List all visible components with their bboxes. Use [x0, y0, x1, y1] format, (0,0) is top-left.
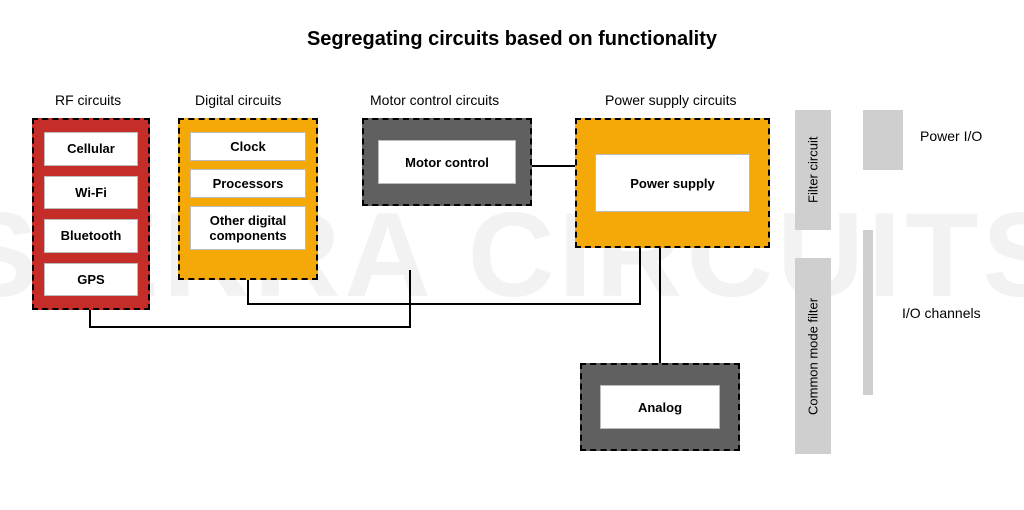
digital-item: Processors: [190, 169, 306, 198]
rf-item: GPS: [44, 263, 138, 297]
digital-group: Clock Processors Other digital components: [178, 118, 318, 280]
diagram-canvas: RF circuits CellularWi-FiBluetoothGPS Di…: [0, 0, 1024, 510]
power-group: Power supply: [575, 118, 770, 248]
rf-group: Cellular Wi-Fi Bluetooth GPS: [32, 118, 150, 310]
digital-item: Other digital components: [190, 206, 306, 250]
common-mode-filter-block: Common mode filter: [795, 258, 831, 454]
motor-group: Motor control: [362, 118, 532, 206]
common-mode-filter-label: Common mode filter: [795, 258, 831, 454]
filter-circuit-block: Filter circuit: [795, 110, 831, 230]
rf-item: Cellular: [44, 132, 138, 166]
rf-item: Wi-Fi: [44, 176, 138, 210]
power-io-block: [863, 110, 903, 170]
io-channels-block: [863, 230, 873, 395]
analog-group: Analog: [580, 363, 740, 451]
motor-item: Motor control: [378, 140, 516, 184]
power-item: Power supply: [595, 154, 750, 212]
diagram-title: Segregating circuits based on functional…: [0, 28, 1024, 51]
filter-circuit-label: Filter circuit: [795, 110, 831, 230]
rf-item: Bluetooth: [44, 219, 138, 253]
analog-item: Analog: [600, 385, 720, 429]
digital-item: Clock: [190, 132, 306, 161]
